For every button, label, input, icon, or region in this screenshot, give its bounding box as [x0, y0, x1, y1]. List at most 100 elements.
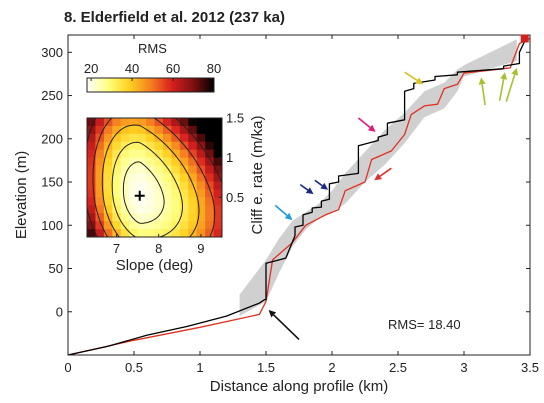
heatmap-cell [137, 165, 147, 174]
arrow-shaft [314, 179, 323, 187]
heatmap-cell [179, 205, 189, 214]
heatmap-cell [205, 213, 214, 222]
heatmap-cell [129, 213, 139, 222]
heatmap-cell [95, 157, 105, 166]
heatmap-cell [205, 149, 214, 159]
heatmap-cell [171, 213, 181, 222]
heatmap-cell [112, 205, 122, 214]
heatmap-cell [171, 149, 181, 159]
heatmap-cell [213, 149, 223, 159]
heatmap-cell [205, 141, 214, 151]
heatmap-cell [162, 221, 172, 230]
heatmap-cell [120, 181, 130, 190]
x-tick-label: 2 [328, 360, 335, 375]
heatmap-cell [188, 118, 198, 127]
heatmap-cell [95, 165, 105, 174]
heatmap-cell [196, 125, 206, 135]
heatmap-cell [205, 125, 214, 135]
main-plot-frame [67, 34, 531, 356]
y-tick-label: 150 [41, 175, 63, 190]
series-layer [67, 37, 531, 356]
heatmap-cell [154, 157, 164, 166]
heatmap-cell [87, 181, 96, 190]
heatmap-cell [87, 197, 96, 206]
heatmap-cell [112, 173, 122, 182]
heatmap-cell [112, 157, 122, 166]
heatmap-cell [103, 181, 113, 190]
heatmap-cell [162, 118, 172, 127]
heatmap-cell [205, 221, 214, 230]
heatmap-cell [146, 173, 155, 182]
heatmap-cell [103, 157, 113, 166]
heatmap-cell [188, 213, 198, 222]
heatmap-cell [213, 197, 223, 206]
heatmap-cell [103, 189, 113, 198]
heatmap-cell [103, 165, 113, 174]
inset-axis-ticks: 7 8 9 0.5 1 1.5 [113, 111, 244, 257]
heatmap-cell [188, 189, 198, 198]
chart-title: 8. Elderfield et al. 2012 (237 ka) [64, 9, 285, 26]
heatmap-cell [213, 181, 223, 190]
heatmap-cell [146, 125, 155, 135]
endpoint-marker [520, 34, 529, 43]
heatmap-cell [112, 213, 122, 222]
heatmap-cell [205, 173, 214, 182]
heatmap-cell [137, 205, 147, 214]
heatmap-cell [154, 189, 164, 198]
heatmap-cell [112, 133, 122, 143]
heatmap-cell [196, 229, 206, 238]
contour-line [101, 124, 200, 238]
heatmap-cell [120, 189, 130, 198]
heatmap-cell [205, 189, 214, 198]
heatmap-cell [95, 205, 105, 214]
heatmap-cell [213, 118, 223, 127]
heatmap-cell [103, 197, 113, 206]
heatmap-cell [120, 141, 130, 151]
heatmap-cell [146, 197, 155, 206]
heatmap-cell [154, 149, 164, 159]
heatmap-cell [196, 133, 206, 143]
heatmap-cell [146, 229, 155, 238]
heatmap-cell [87, 149, 96, 159]
heatmap-cell [196, 173, 206, 182]
heatmap-cell [146, 213, 155, 222]
heatmap-cell [137, 118, 147, 127]
arrow-head [478, 77, 486, 85]
y-tick-label: 100 [41, 218, 63, 233]
heatmap-cell [137, 181, 147, 190]
heatmap-cell [188, 165, 198, 174]
colorbar-title: RMS [138, 41, 167, 56]
x-tick-label: 3 [460, 360, 467, 375]
heatmap-cell [179, 197, 189, 206]
heatmap-cell [129, 189, 139, 198]
heatmap-cells [87, 118, 223, 238]
heatmap-cell [137, 229, 147, 238]
heatmap-cell [137, 141, 147, 151]
heatmap-cell [95, 221, 105, 230]
heatmap-cell [171, 229, 181, 238]
arrow-layer [268, 67, 519, 341]
heatmap-cell [146, 205, 155, 214]
endpoint-layer [520, 34, 529, 43]
heatmap-cell [87, 173, 96, 182]
heatmap-cell [162, 197, 172, 206]
y-tick-label: 50 [49, 261, 63, 276]
heatmap-cell [179, 189, 189, 198]
y-tick-label: 300 [41, 45, 63, 60]
arrow-shaft [404, 71, 418, 82]
heatmap-cell [188, 205, 198, 214]
heatmap-cell [129, 205, 139, 214]
heatmap-cell [103, 141, 113, 151]
heatmap-cell [95, 197, 105, 206]
inset-x-tick-label: 9 [197, 241, 204, 256]
heatmap-cell [129, 118, 139, 127]
heatmap-cell [154, 165, 164, 174]
heatmap-cell [87, 133, 96, 143]
heatmap-cell [137, 157, 147, 166]
heatmap-cell [137, 189, 147, 198]
heatmap-cell [188, 149, 198, 159]
arrow-shaft [498, 78, 505, 101]
best-fit-layer [134, 190, 145, 201]
heatmap-cell [120, 149, 130, 159]
